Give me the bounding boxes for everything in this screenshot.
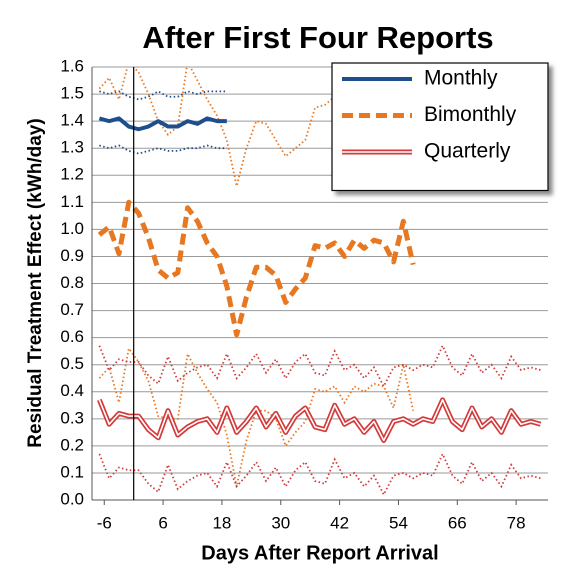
confidence-band [98, 67, 415, 187]
y-tick-label: 0.8 [60, 273, 84, 292]
y-tick-label: 0.3 [60, 408, 84, 427]
series-line [97, 199, 416, 338]
x-tick-label: 42 [330, 513, 349, 532]
y-axis-label: Residual Treatment Effect (kWh/day) [25, 118, 46, 447]
series-line [97, 397, 542, 443]
legend-label: Bimonthly [424, 103, 517, 126]
y-tick-label: 0.9 [60, 246, 84, 265]
y-tick-label: 1.1 [60, 192, 84, 211]
confidence-band [98, 343, 541, 389]
axes: 0.0 0.1 0.2 0.3 0.4 0.5 0.6 0.7 0.8 0.9 1.0 1.1 1.2 1… [60, 56, 548, 532]
y-tick-label: 1.6 [60, 56, 84, 75]
y-tick-label: 1.5 [60, 84, 84, 103]
y-tick-label: 0.5 [60, 354, 84, 373]
legend: Monthly Bimonthly Quarterly [331, 62, 549, 192]
confidence-band [98, 346, 415, 487]
plot-area [97, 67, 542, 497]
x-tick-label: 18 [212, 513, 231, 532]
x-tick-label: -6 [97, 513, 112, 532]
confidence-band [99, 144, 227, 155]
y-tick-label: 0.2 [60, 435, 84, 454]
x-axis-label: Days After Report Arrival [201, 542, 438, 564]
y-tick-label: 1.2 [60, 165, 84, 184]
x-tick-label: 6 [158, 513, 167, 532]
confidence-band [99, 90, 227, 101]
legend-label: Monthly [424, 67, 498, 90]
y-tick-label: 1.4 [60, 111, 84, 130]
y-tick-label: 1.3 [60, 138, 84, 157]
y-tick-label: 0.0 [60, 489, 84, 508]
series-line-inner [98, 399, 541, 442]
y-tick-label: 0.7 [60, 300, 84, 319]
y-tick-label: 1.0 [60, 219, 84, 238]
legend-label: Quarterly [424, 140, 511, 163]
confidence-band [98, 451, 541, 497]
legend-box [331, 62, 549, 192]
y-tick-label: 0.4 [60, 381, 84, 400]
x-tick-label: 66 [448, 513, 467, 532]
x-tick-label: 78 [507, 513, 526, 532]
y-tick-label: 0.6 [60, 327, 84, 346]
x-tick-label: 30 [271, 513, 290, 532]
x-tick-label: 54 [389, 513, 408, 532]
series-line [98, 116, 227, 132]
chart-title: After First Four Reports [142, 20, 493, 55]
y-tick-label: 0.1 [60, 462, 84, 481]
